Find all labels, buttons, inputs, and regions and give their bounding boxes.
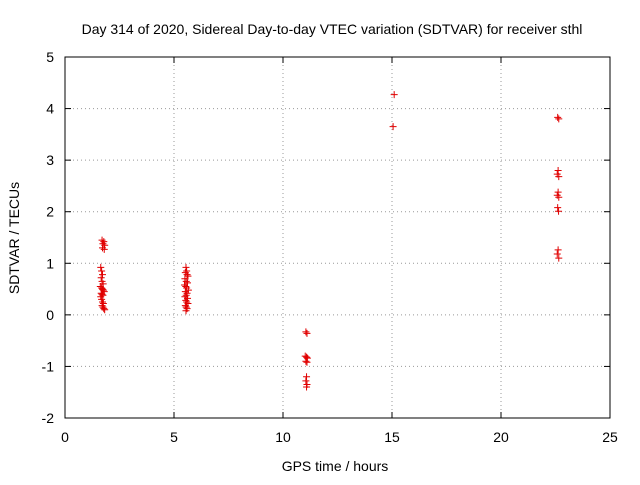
data-point: [390, 91, 398, 99]
y-tick-label: -1: [42, 358, 55, 374]
data-point: [98, 267, 106, 275]
tick-labels: 0 5 10 15 20 25 -2 -1 0 1 2 3 4 5: [42, 49, 618, 445]
data-point: [554, 204, 562, 212]
data-point: [97, 263, 105, 271]
y-tick-label: 2: [46, 204, 54, 220]
data-point: [182, 307, 190, 315]
x-tick-label: 20: [493, 429, 509, 445]
data-point: [100, 245, 108, 253]
data-point: [182, 263, 190, 271]
x-tick-label: 10: [275, 429, 291, 445]
x-axis-title: GPS time / hours: [282, 458, 389, 474]
x-tick-label: 15: [384, 429, 400, 445]
data-point: [554, 188, 562, 196]
y-axis-title: SDTVAR / TECUs: [6, 182, 22, 294]
y-tick-label: 4: [46, 101, 54, 117]
x-tick-label: 25: [602, 429, 618, 445]
y-tick-label: 0: [46, 307, 54, 323]
data-point: [97, 274, 105, 282]
data-point: [303, 383, 311, 391]
plot-border: [64, 56, 611, 419]
data-point: [553, 250, 561, 258]
data-point: [98, 302, 106, 310]
data-point: [555, 173, 563, 181]
data-point: [555, 207, 563, 215]
data-point: [554, 246, 562, 254]
data-point: [98, 244, 106, 252]
data-point: [303, 373, 311, 381]
x-tick-label: 5: [170, 429, 178, 445]
data-point: [101, 306, 109, 314]
data-point: [98, 236, 106, 244]
data-point: [302, 328, 310, 336]
data-point: [303, 358, 311, 366]
data-point: [555, 193, 563, 201]
y-tick-label: -2: [42, 410, 55, 426]
data-point: [98, 271, 106, 279]
data-point: [302, 357, 310, 365]
data-point: [554, 113, 562, 121]
data-points: [96, 91, 563, 391]
data-point: [183, 271, 191, 279]
x-tick-label: 0: [61, 429, 69, 445]
y-tick-label: 1: [46, 255, 54, 271]
data-point: [555, 115, 563, 123]
data-point: [302, 377, 310, 385]
data-point: [184, 286, 192, 294]
data-point: [389, 123, 397, 131]
y-tick-label: 3: [46, 152, 54, 168]
chart-title: Day 314 of 2020, Sidereal Day-to-day VTE…: [82, 21, 583, 37]
data-point: [303, 329, 311, 337]
data-point: [554, 166, 562, 174]
data-point: [100, 305, 108, 313]
data-point: [181, 302, 189, 310]
grid-lines: [65, 57, 610, 418]
data-point: [555, 254, 563, 262]
y-tick-label: 5: [46, 49, 54, 65]
